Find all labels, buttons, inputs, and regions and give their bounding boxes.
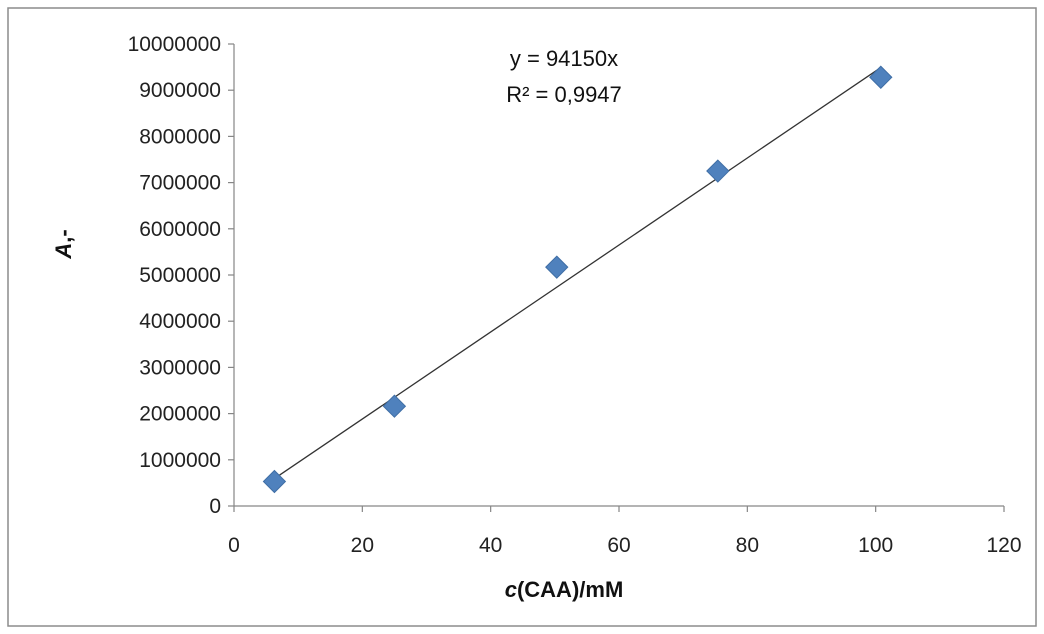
trendline-equation: y = 94150x: [510, 46, 618, 71]
y-tick-label: 3000000: [139, 356, 221, 379]
y-tick-label: 10000000: [128, 33, 221, 56]
x-axis-title-italic: c: [505, 577, 517, 602]
linear-trendline: [274, 67, 882, 480]
x-tick-label: 40: [479, 534, 502, 557]
x-tick-label: 80: [736, 534, 759, 557]
x-tick-label: 120: [986, 534, 1021, 557]
y-axis-ticks: 0 1000000 2000000 3000000 4000000 5000000 6000…: [128, 33, 234, 518]
x-tick-label: 20: [351, 534, 374, 557]
data-point-diamond: [382, 394, 407, 418]
r-squared-label: R² = 0,9947: [506, 82, 622, 107]
y-axis-title-italic: A: [51, 243, 76, 260]
data-point-diamond: [545, 255, 569, 279]
y-axis-title: A,-: [51, 229, 76, 259]
data-point-diamond: [706, 159, 730, 183]
y-tick-label: 9000000: [139, 79, 221, 102]
y-tick-label: 4000000: [139, 310, 221, 333]
data-points: [262, 65, 893, 494]
y-tick-label: 1000000: [139, 449, 221, 472]
y-tick-label: 0: [209, 495, 221, 518]
x-axis-ticks: 0 20 40 60 80 100 120: [228, 506, 1022, 557]
data-point-diamond: [262, 469, 287, 494]
chart-border: [7, 7, 1037, 627]
y-tick-label: 2000000: [139, 403, 221, 426]
y-axis-title-rest: ,-: [51, 229, 76, 242]
x-tick-label: 60: [607, 534, 630, 557]
x-tick-label: 0: [228, 534, 240, 557]
x-tick-label: 100: [858, 534, 893, 557]
y-tick-label: 7000000: [139, 172, 221, 195]
y-tick-label: 5000000: [139, 264, 221, 287]
y-tick-label: 6000000: [139, 218, 221, 241]
y-tick-label: 8000000: [139, 125, 221, 148]
x-axis-title-rest: (CAA)/mM: [517, 577, 623, 602]
x-axis-title: c(CAA)/mM: [505, 577, 624, 602]
data-point-diamond: [869, 65, 893, 89]
